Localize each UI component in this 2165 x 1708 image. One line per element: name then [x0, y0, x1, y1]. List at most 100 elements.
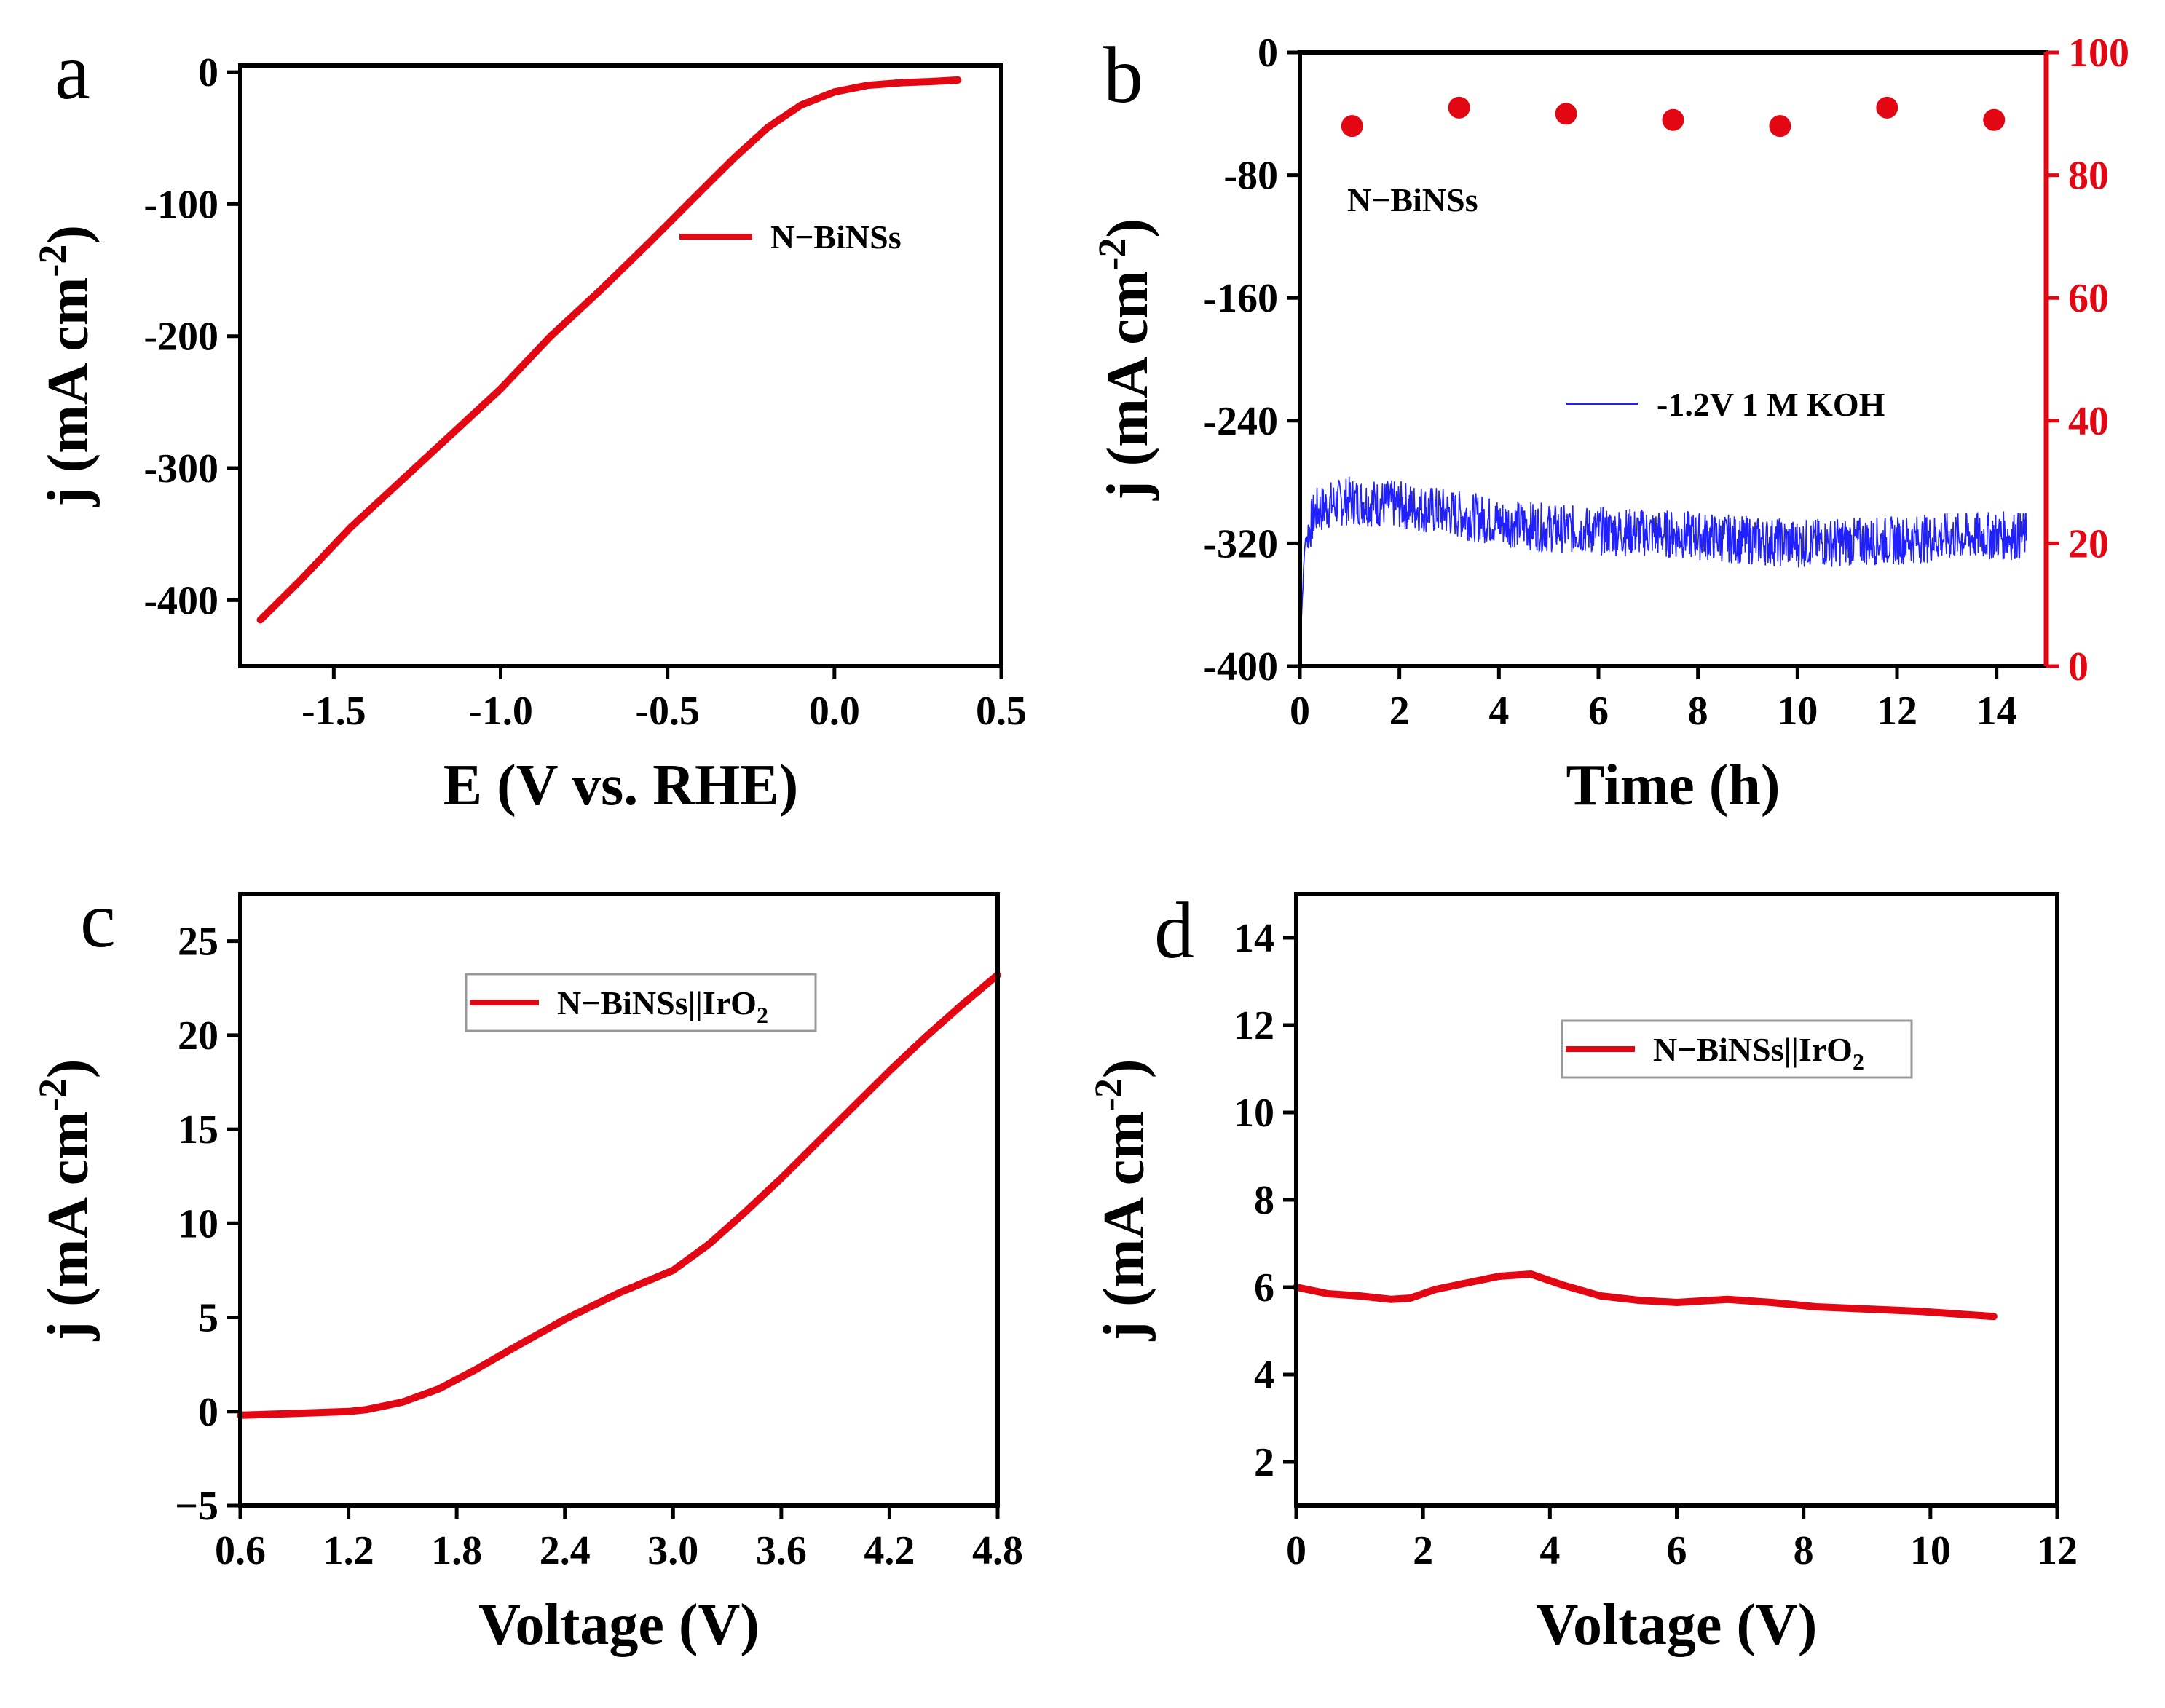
- data-point: [1341, 115, 1363, 138]
- y-tick-label: -400: [1203, 644, 1278, 689]
- legend-label-main: N−BiNSs||IrO: [1653, 1031, 1853, 1068]
- y-tick-label: 0: [198, 50, 218, 95]
- y-axis-title-sup: -2: [31, 1078, 74, 1111]
- y2-tick-label: 40: [2068, 399, 2109, 444]
- legend-label: N−BiNSs||IrO2: [557, 984, 768, 1028]
- data-point: [1448, 96, 1470, 119]
- x-tick-label: 8: [1794, 1528, 1814, 1573]
- x-tick-label: 0: [1286, 1528, 1306, 1573]
- y-tick-label: 14: [1234, 916, 1274, 961]
- y-tick-label: 10: [178, 1201, 218, 1246]
- y-tick-label: 10: [1234, 1091, 1274, 1136]
- panel-label: a: [55, 27, 90, 116]
- x-tick-label: 12: [2037, 1528, 2078, 1573]
- x-tick-label: 4.2: [864, 1528, 915, 1573]
- x-tick-label: 14: [1976, 689, 2017, 734]
- y-axis-title-close: ): [36, 225, 100, 245]
- y-axis-title-sup: -2: [1087, 1078, 1130, 1111]
- y-axis-title-sup: -2: [1090, 238, 1134, 271]
- x-tick-label: 2.4: [540, 1528, 591, 1573]
- x-tick-label: 4: [1488, 689, 1509, 734]
- panel-label: b: [1103, 31, 1143, 119]
- legend-label: N−BiNSs||IrO2: [1653, 1031, 1864, 1075]
- x-tick-label: 12: [1877, 689, 1917, 734]
- y-axis-title-close: ): [1096, 218, 1160, 238]
- y-axis-title-main: j (mA cm: [36, 1111, 100, 1341]
- y-tick-label: -300: [143, 446, 218, 491]
- y-tick-label: 6: [1254, 1265, 1274, 1310]
- panel-a: a -1.5 -1.0 -0.5 0.0 0.5 0 -100 -200 -300 -400 E (V…: [31, 27, 1027, 818]
- legend: N−BiNSs||IrO2: [1561, 1019, 1913, 1079]
- y-axis-title-main: j (mA cm: [36, 277, 100, 507]
- x-axis-title: E (V vs. RHE): [443, 754, 798, 818]
- legend-label-main: -1.2V 1 M KOH: [1657, 386, 1885, 423]
- y-axis-title-close: ): [1092, 1059, 1156, 1078]
- y-tick-label: 2: [1254, 1440, 1274, 1485]
- y-tick-label: -80: [1223, 154, 1278, 199]
- panel-label: c: [80, 875, 116, 964]
- data-point: [1876, 96, 1898, 119]
- plot-frame: [1294, 892, 2059, 1508]
- x-tick-label: 0.5: [976, 689, 1027, 734]
- x-axis-title: Time (h): [1566, 754, 1780, 818]
- x-tick-label: -1.0: [468, 689, 533, 734]
- series-line: [237, 971, 1001, 1419]
- y2-tick-label: 60: [2068, 276, 2109, 321]
- plot-frame: [238, 892, 1000, 1508]
- x-tick-label: 2: [1389, 689, 1410, 734]
- y-tick-label: 8: [1254, 1178, 1274, 1223]
- x-tick-label: 8: [1688, 689, 1708, 734]
- y-tick-label: -100: [143, 182, 218, 227]
- y2-tick-label: 0: [2068, 644, 2089, 689]
- legend-label-sub: 2: [1853, 1048, 1864, 1075]
- panel-label: d: [1154, 886, 1194, 975]
- x-tick-label: 0.0: [809, 689, 860, 734]
- y-tick-label: -200: [143, 315, 218, 360]
- legend: N−BiNSs: [679, 218, 902, 256]
- x-tick-label: 10: [1777, 689, 1818, 734]
- legend-label: N−BiNSs: [770, 218, 902, 256]
- x-axis-title: Voltage (V): [1537, 1593, 1818, 1657]
- x-tick-label: 10: [1910, 1528, 1951, 1573]
- y2-tick-label: 20: [2068, 521, 2109, 566]
- x-tick-label: -1.5: [301, 689, 366, 734]
- series-line: [1293, 1270, 1998, 1321]
- y-axis-title-close: ): [36, 1059, 100, 1078]
- y-tick-label: -160: [1203, 276, 1278, 321]
- legend: N−BiNSs||IrO2: [465, 973, 817, 1032]
- x-tick-label: 6: [1667, 1528, 1687, 1573]
- x-tick-label: 1.2: [323, 1528, 374, 1573]
- x-tick-label: 1.8: [431, 1528, 482, 1573]
- data-point: [1662, 108, 1684, 131]
- panel-c: c 0.6 1.2 1.8 2.4 3.0 3.6 4.2 4.8 −5 0 5 10 15 20 25 Vol…: [31, 875, 1023, 1657]
- y-tick-label: -240: [1203, 399, 1278, 444]
- data-point: [1555, 103, 1577, 125]
- legend-label-sub: 2: [757, 1002, 768, 1028]
- y-tick-label: 25: [178, 920, 218, 965]
- y-tick-label: 5: [198, 1296, 218, 1341]
- legend: -1.2V 1 M KOH: [1566, 386, 1885, 423]
- plot-frame: [1298, 50, 2048, 668]
- x-tick-label: 2: [1413, 1528, 1433, 1573]
- data-point: [1983, 108, 2006, 131]
- x-tick-label: 4.8: [972, 1528, 1023, 1573]
- y-tick-label: -320: [1203, 521, 1278, 566]
- data-point: [1769, 115, 1791, 138]
- series-line: [1299, 476, 2027, 652]
- y-tick-label: 0: [198, 1390, 218, 1435]
- y-tick-label: 0: [1258, 31, 1278, 76]
- x-tick-label: 0.6: [215, 1528, 266, 1573]
- series-line: [256, 76, 962, 624]
- y-tick-label: 4: [1254, 1353, 1274, 1398]
- y-tick-label: -400: [143, 578, 218, 623]
- x-axis-title: Voltage (V): [478, 1593, 760, 1657]
- y-axis-title: j (mA cm-2): [31, 1059, 100, 1341]
- plot-frame: [238, 63, 1003, 668]
- x-tick-label: -0.5: [635, 689, 700, 734]
- panel-annotation: N−BiNSs: [1347, 181, 1478, 218]
- legend-label-main: N−BiNSs||IrO: [557, 984, 757, 1021]
- y-tick-label: 12: [1234, 1003, 1274, 1048]
- y-tick-label: 20: [178, 1013, 218, 1059]
